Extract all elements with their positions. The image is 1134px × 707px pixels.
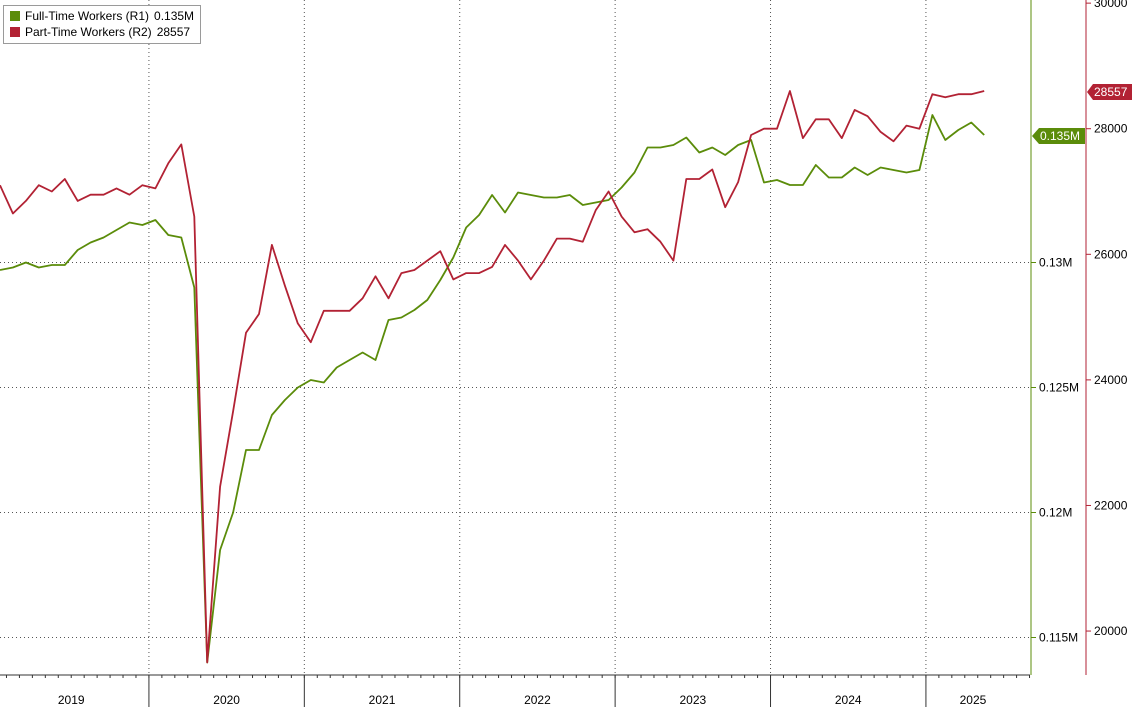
x-tick-label: 2025 [960, 693, 987, 707]
legend-value-full-time: 0.135M [154, 9, 195, 23]
last-value-label-full-time: 0.135M [1040, 129, 1080, 143]
series-line-full-time [0, 114, 985, 664]
legend: Full-Time Workers (R1) 0.135M Part-Time … [3, 5, 202, 44]
legend-item-full-time: Full-Time Workers (R1) 0.135M [10, 8, 194, 24]
axis-r2-tick-label: 28000 [1094, 122, 1128, 136]
x-tick-label: 2021 [369, 693, 396, 707]
axis-r2-tick-label: 22000 [1094, 498, 1128, 512]
x-tick-label: 2024 [835, 693, 862, 707]
legend-swatch-part-time [10, 27, 20, 37]
axis-r1-tick-label: 0.13M [1039, 256, 1072, 270]
axis-r1-tick-label: 0.125M [1039, 381, 1079, 395]
legend-label-full-time: Full-Time Workers (R1) [25, 9, 150, 23]
axis-r2-tick-label: 24000 [1094, 373, 1128, 387]
x-tick-label: 2019 [58, 693, 85, 707]
series-line-part-time [0, 90, 985, 664]
last-value-tag-part-time [1087, 84, 1132, 101]
axis-r2-tick-label: 30000 [1094, 0, 1128, 10]
last-value-label-part-time: 28557 [1094, 85, 1128, 99]
axis-r1-tick-label: 0.12M [1039, 506, 1072, 520]
x-tick-label: 2023 [679, 693, 706, 707]
legend-item-part-time: Part-Time Workers (R2) 28557 [10, 24, 194, 40]
axis-r2-tick-label: 20000 [1094, 624, 1128, 638]
legend-swatch-full-time [10, 11, 20, 21]
last-value-tag-full-time [1032, 128, 1085, 144]
legend-value-part-time: 28557 [156, 25, 191, 39]
axis-r2-tick-label: 26000 [1094, 247, 1128, 261]
legend-label-part-time: Part-Time Workers (R2) [25, 25, 152, 39]
axis-r1-tick-label: 0.115M [1039, 631, 1078, 645]
x-tick-label: 2020 [213, 693, 240, 707]
x-tick-label: 2022 [524, 693, 551, 707]
